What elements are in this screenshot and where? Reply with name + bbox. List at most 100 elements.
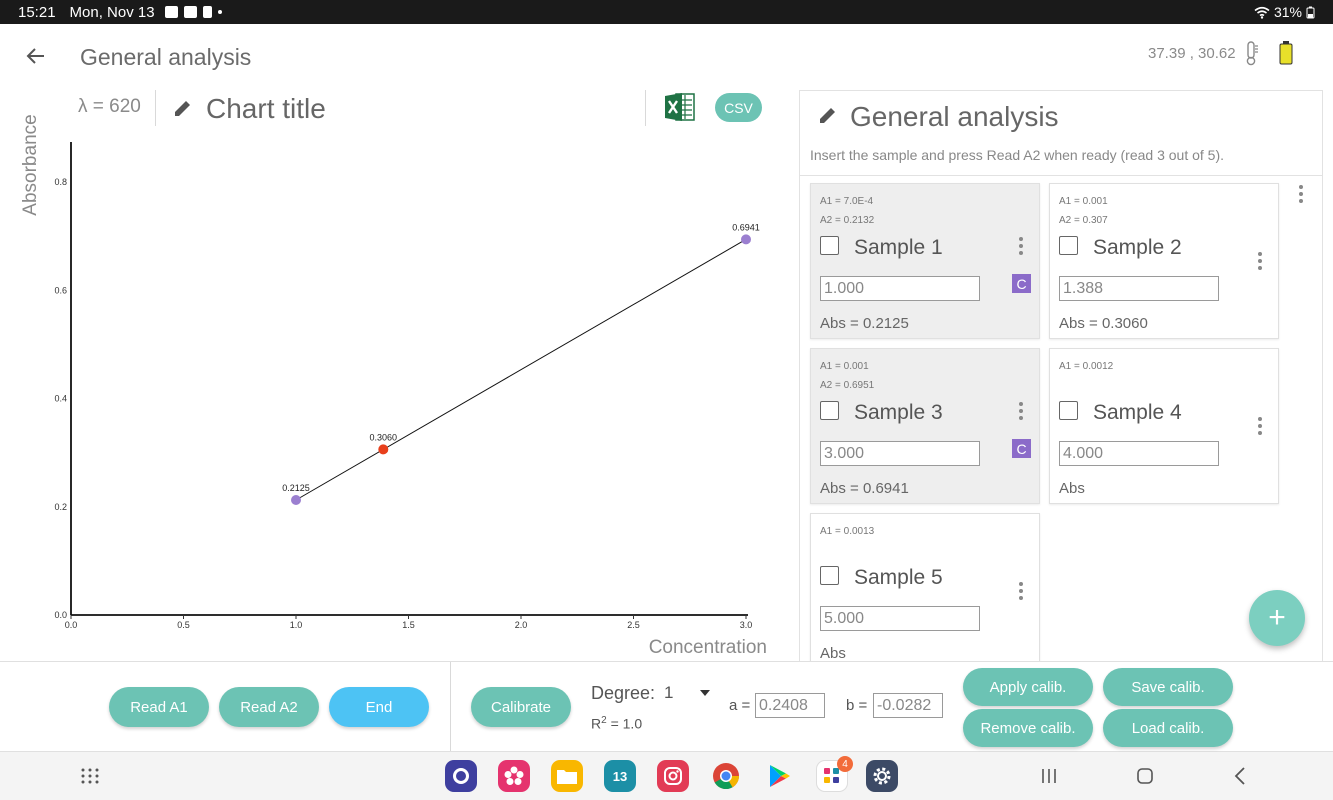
battery-status-icon — [1306, 6, 1315, 18]
edit-chart-title-icon[interactable] — [173, 98, 193, 118]
analysis-title[interactable]: General analysis — [850, 101, 1059, 132]
sample-more-menu-icon[interactable] — [1017, 581, 1025, 601]
b-coefficient-input[interactable] — [873, 693, 943, 718]
data-point — [291, 495, 301, 505]
sample-concentration-input[interactable] — [820, 276, 980, 301]
sample-absorbance: Abs — [1059, 480, 1085, 497]
excel-export-icon[interactable] — [664, 91, 696, 123]
save-calibration-button[interactable]: Save calib. — [1103, 668, 1233, 706]
sample-card[interactable]: A1 = 7.0E-4 A2 = 0.2132 Sample 1 C Abs =… — [810, 183, 1040, 339]
data-point — [378, 444, 389, 455]
sample-card[interactable]: A1 = 0.0013 Sample 5 Abs — [810, 513, 1040, 662]
calibration-badge[interactable]: C — [1012, 274, 1031, 293]
y-tick-label: 0.6 — [54, 285, 67, 295]
y-tick-label: 0.2 — [54, 502, 67, 512]
chrome-app-icon[interactable] — [710, 760, 742, 792]
back-arrow-icon[interactable] — [24, 44, 48, 68]
coordinates-readout: 37.39 , 30.62 — [1148, 45, 1236, 62]
sample-concentration-input[interactable] — [1059, 441, 1219, 466]
sample-name: Sample 5 — [854, 566, 943, 589]
wifi-icon — [1254, 6, 1270, 19]
b-coefficient-label: b = — [846, 697, 868, 714]
chart-title[interactable]: Chart title — [206, 93, 326, 124]
blossom-app-icon[interactable] — [498, 760, 530, 792]
calendar-app-icon[interactable]: 13 — [604, 760, 636, 792]
my-files-app-icon[interactable] — [551, 760, 583, 792]
read-a2-button[interactable]: Read A2 — [219, 687, 319, 727]
add-sample-button[interactable]: + — [1249, 590, 1305, 646]
calibration-badge[interactable]: C — [1012, 439, 1031, 458]
sample-more-menu-icon[interactable] — [1256, 251, 1264, 271]
notification-count-badge: 4 — [837, 756, 853, 772]
data-point — [741, 234, 751, 245]
x-axis-title: Concentration — [649, 637, 767, 658]
page-title: General analysis — [80, 44, 252, 70]
sample-more-menu-icon[interactable] — [1017, 236, 1025, 256]
sample-concentration-input[interactable] — [820, 441, 980, 466]
edit-analysis-title-icon[interactable] — [818, 105, 838, 125]
remove-calibration-button[interactable]: Remove calib. — [963, 709, 1093, 747]
calibrate-button[interactable]: Calibrate — [471, 687, 571, 727]
fit-line — [295, 238, 747, 501]
sample-absorbance: Abs — [820, 645, 846, 662]
keyhole-notification-icon — [202, 6, 212, 18]
calibration-chart: 0.0 0.5 1.0 1.5 2.0 2.5 3.0 0.0 0.2 0.4 0.6 0.8 0.2… — [20, 114, 767, 658]
x-tick-label: 0.5 — [177, 620, 190, 630]
panel-more-menu-icon[interactable] — [1297, 184, 1305, 204]
sample-a1-reading: A1 = 0.0012 — [1059, 361, 1114, 372]
degree-dropdown-arrow-icon[interactable] — [700, 690, 710, 696]
read-a1-button[interactable]: Read A1 — [109, 687, 209, 727]
y-tick-label: 0.0 — [54, 610, 67, 620]
data-point-label: 0.6941 — [732, 222, 760, 232]
sample-name: Sample 4 — [1093, 401, 1182, 424]
gallery-notification-icon — [164, 6, 178, 18]
analysis-panel: General analysis Insert the sample and p… — [799, 90, 1323, 662]
sample-a2-reading: A2 = 0.6951 — [820, 380, 875, 391]
x-tick-label: 2.0 — [515, 620, 528, 630]
camera-app-icon[interactable] — [657, 760, 689, 792]
sample-card[interactable]: A1 = 0.001 A2 = 0.6951 Sample 3 C Abs = … — [810, 348, 1040, 504]
wavelength-label: λ = 620 — [78, 96, 141, 117]
y-tick-label: 0.4 — [54, 394, 67, 404]
sample-checkbox[interactable] — [1059, 401, 1078, 420]
back-button-icon[interactable] — [1234, 767, 1246, 785]
a-coefficient-label: a = — [729, 697, 751, 714]
sample-checkbox[interactable] — [820, 236, 839, 255]
load-calibration-button[interactable]: Load calib. — [1103, 709, 1233, 747]
apply-calibration-button[interactable]: Apply calib. — [963, 668, 1093, 706]
sample-a1-reading: A1 = 7.0E-4 — [820, 196, 874, 207]
system-nav-bar: 13 4 — [0, 752, 1333, 800]
degree-select[interactable]: 1 — [664, 683, 674, 702]
sample-absorbance: Abs = 0.3060 — [1059, 315, 1148, 332]
sample-concentration-input[interactable] — [1059, 276, 1219, 301]
r-squared: R2 = 1.0 — [591, 715, 643, 732]
sample-more-menu-icon[interactable] — [1256, 416, 1264, 436]
app-drawer-icon[interactable] — [81, 768, 99, 784]
settings-app-icon[interactable] — [866, 760, 898, 792]
sample-card[interactable]: A1 = 0.001 A2 = 0.307 Sample 2 Abs = 0.3… — [1049, 183, 1279, 339]
sample-checkbox[interactable] — [1059, 236, 1078, 255]
home-button-icon[interactable] — [1136, 767, 1154, 785]
sample-concentration-input[interactable] — [820, 606, 980, 631]
status-date: Mon, Nov 13 — [69, 3, 155, 21]
csv-export-button[interactable]: CSV — [715, 93, 762, 122]
play-store-app-icon[interactable] — [763, 760, 795, 792]
data-point-label: 0.3060 — [370, 432, 398, 442]
a-coefficient-input[interactable] — [755, 693, 825, 718]
end-button[interactable]: End — [329, 687, 429, 727]
status-right: 31% — [1254, 4, 1315, 20]
sample-checkbox[interactable] — [820, 566, 839, 585]
status-time: 15:21 — [18, 3, 56, 21]
recent-apps-button-icon[interactable] — [1041, 768, 1057, 784]
analysis-instructions: Insert the sample and press Read A2 when… — [810, 147, 1225, 163]
samsung-internet-app-icon[interactable] — [445, 760, 477, 792]
sample-more-menu-icon[interactable] — [1017, 401, 1025, 421]
degree-label: Degree: — [591, 683, 656, 703]
sample-name: Sample 3 — [854, 401, 943, 424]
control-divider — [450, 662, 451, 751]
sample-checkbox[interactable] — [820, 401, 839, 420]
sample-card[interactable]: A1 = 0.0012 Sample 4 Abs — [1049, 348, 1279, 504]
data-point-label: 0.2125 — [282, 483, 310, 493]
control-bar: Read A1 Read A2 End Calibrate Degree: 1 … — [0, 661, 1333, 752]
sample-a1-reading: A1 = 0.0013 — [820, 526, 875, 537]
